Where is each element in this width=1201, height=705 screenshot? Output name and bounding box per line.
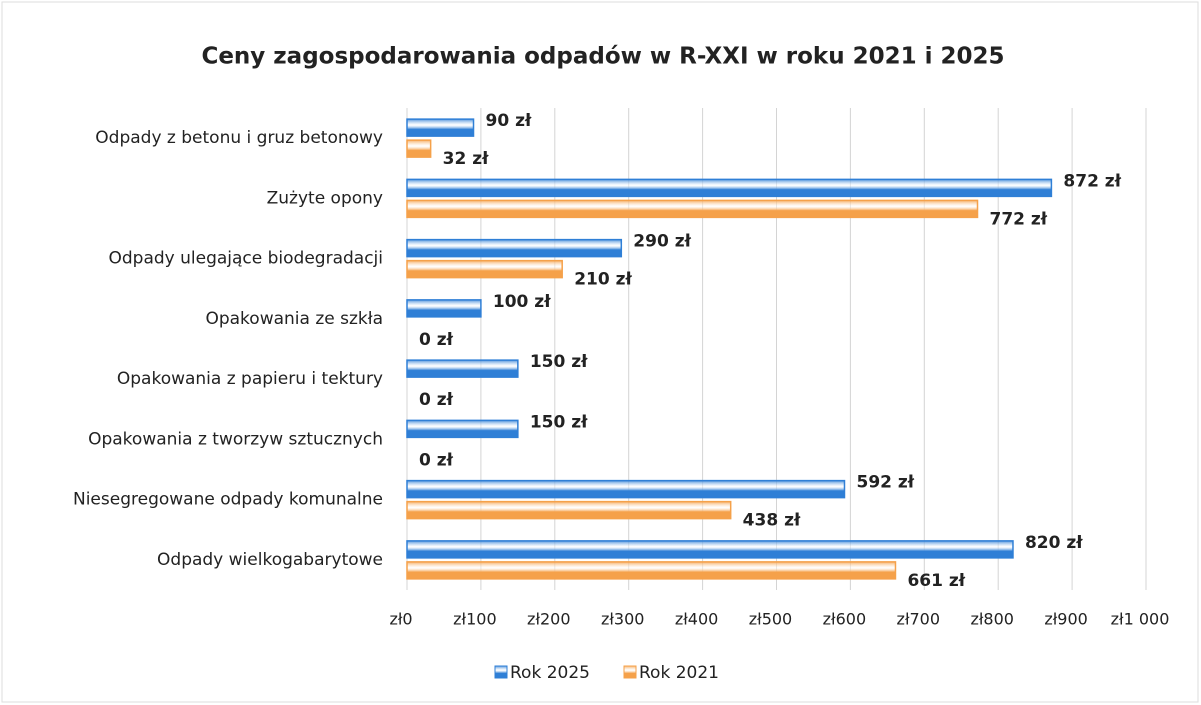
y-tick-label: Opakowania z papieru i tektury — [117, 369, 383, 389]
bar — [406, 178, 1053, 198]
data-label: 661 zł — [907, 571, 965, 591]
data-label: 90 zł — [486, 111, 532, 131]
bar — [406, 199, 979, 219]
data-label: 0 zł — [419, 450, 454, 470]
x-tick-label: zł1 000 — [1111, 610, 1170, 629]
data-label: 150 zł — [530, 412, 588, 432]
data-label: 872 zł — [1063, 171, 1121, 191]
bar — [406, 238, 623, 258]
bar — [406, 139, 432, 158]
y-tick-label: Odpady ulegające biodegradacji — [108, 249, 383, 269]
bar — [406, 540, 1014, 559]
y-tick-label: Opakowania ze szkła — [205, 309, 383, 329]
x-tick-label: zł800 — [970, 610, 1013, 629]
x-tick-label: zł500 — [749, 610, 792, 629]
y-tick-label: Niesegregowane odpady komunalne — [73, 490, 383, 510]
data-label: 210 zł — [574, 270, 632, 290]
x-tick-label: zł700 — [897, 610, 940, 629]
bar — [406, 259, 563, 279]
data-label: 0 zł — [419, 390, 454, 410]
x-tick-label: zł100 — [453, 610, 496, 629]
y-tick-label: Zużyte opony — [267, 188, 383, 208]
data-label: 32 zł — [443, 149, 489, 169]
x-tick-label: zł600 — [823, 610, 866, 629]
data-label: 592 zł — [856, 473, 914, 493]
data-label: 438 zł — [743, 511, 801, 531]
bar — [406, 359, 519, 378]
x-tick-label: zł900 — [1044, 610, 1087, 629]
data-label: 820 zł — [1025, 533, 1083, 553]
x-tick-label: zł300 — [601, 610, 644, 629]
data-label: 150 zł — [530, 352, 588, 372]
data-label: 0 zł — [419, 330, 454, 350]
bar — [406, 561, 897, 580]
y-tick-label: Opakowania z tworzyw sztucznych — [88, 429, 383, 449]
bar — [406, 118, 475, 137]
bar — [406, 299, 482, 318]
data-label: 290 zł — [633, 232, 691, 252]
legend-label: Rok 2021 — [639, 663, 719, 683]
legend-swatch — [494, 665, 508, 679]
legend-label: Rok 2025 — [510, 663, 590, 683]
bar — [406, 500, 732, 520]
y-tick-label: Odpady z betonu i gruz betonowy — [95, 128, 383, 148]
bar — [406, 479, 846, 499]
chart-title: Ceny zagospodarowania odpadów w R-XXI w … — [201, 44, 1004, 70]
x-tick-label: zł400 — [675, 610, 718, 629]
x-tick-label: zł0 — [389, 610, 412, 629]
data-label: 100 zł — [493, 292, 551, 312]
legend-swatch — [623, 665, 637, 679]
y-tick-label: Odpady wielkogabarytowe — [157, 550, 383, 570]
bar — [406, 419, 519, 439]
x-tick-label: zł200 — [527, 610, 570, 629]
data-label: 772 zł — [990, 209, 1048, 229]
